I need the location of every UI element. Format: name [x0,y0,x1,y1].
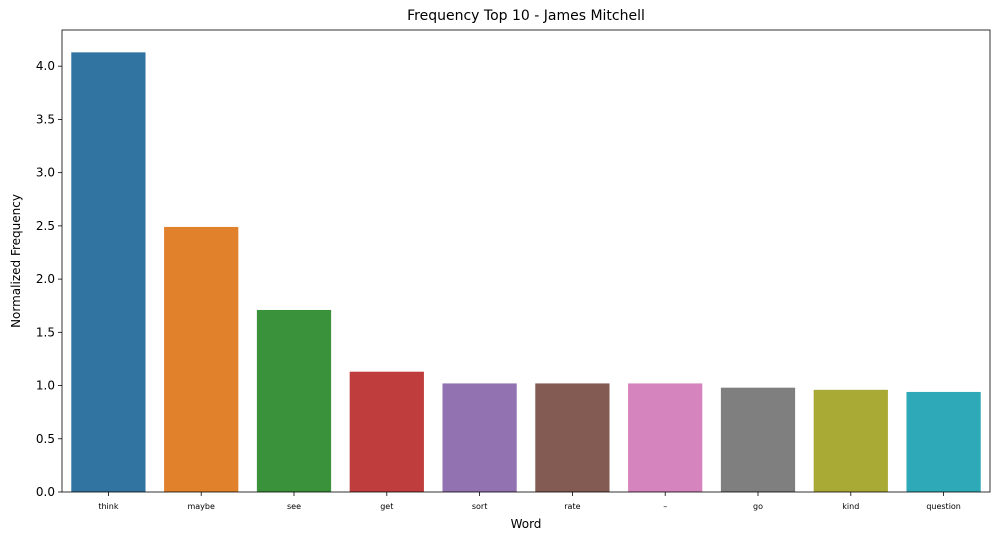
y-tick-label: 3.5 [36,112,55,126]
x-axis-ticks: think maybe see get sort rate – go kind question [98,492,961,511]
x-tick-label: rate [564,502,580,511]
x-tick-label: kind [842,502,859,511]
bars-group [71,52,981,493]
plot-frame [61,29,991,493]
x-tick-label: see [287,502,301,511]
bar-5 [442,383,517,492]
y-axis-ticks: 0.0 0.5 1.0 1.5 2.0 2.5 3.0 3.5 4.0 [36,59,62,499]
x-tick-label: get [380,502,393,511]
x-tick-label: sort [472,502,488,511]
bar-10 [906,391,981,492]
y-tick-label: 0.5 [36,432,55,446]
bar-1 [71,52,146,493]
y-tick-label: 0.0 [36,485,55,499]
chart-title: Frequency Top 10 - James Mitchell [407,8,645,24]
x-axis-label: Word [511,517,542,531]
y-tick-label: 2.0 [36,272,55,286]
x-tick-label: go [753,502,763,511]
x-tick-label: think [98,502,119,511]
bar-3 [256,309,332,492]
y-tick-label: 2.5 [36,219,55,233]
bar-6 [535,383,610,492]
y-tick-label: 1.5 [36,325,55,339]
y-tick-label: 3.0 [36,166,55,180]
y-tick-label: 1.0 [36,379,55,393]
y-tick-label: 4.0 [36,59,55,73]
x-tick-label: question [926,502,961,511]
bar-8 [720,387,796,492]
x-tick-label: maybe [187,502,215,511]
y-axis-label: Normalized Frequency [9,194,23,328]
x-tick-label: – [663,502,667,511]
bar-9 [813,389,888,492]
bar-4 [349,371,424,492]
bar-2 [164,226,239,492]
bar-7 [628,383,703,492]
